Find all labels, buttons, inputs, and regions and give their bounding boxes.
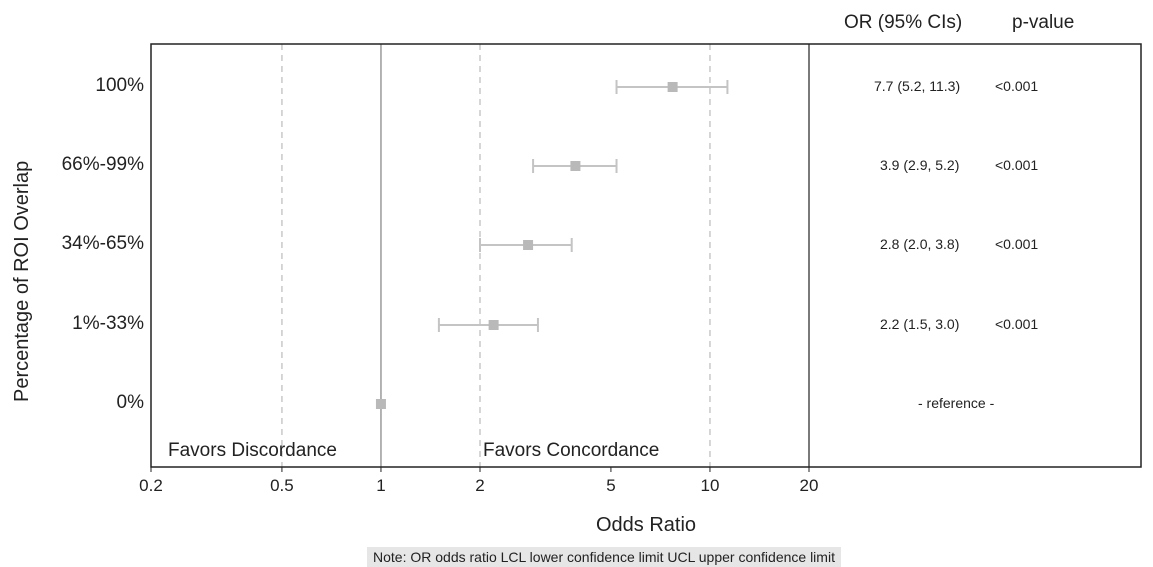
footnote: Note: OR odds ratio LCL lower confidence… bbox=[367, 547, 841, 567]
x-tick-label: 2 bbox=[475, 476, 485, 495]
plot-frame bbox=[150, 43, 1142, 468]
row-label: 66%-99% bbox=[61, 154, 144, 175]
p-value-cell: <0.001 bbox=[995, 316, 1039, 332]
row-label: 34%-65% bbox=[61, 233, 144, 254]
x-tick-label: 10 bbox=[700, 476, 720, 495]
x-tick-label: 0.2 bbox=[139, 476, 163, 495]
x-axis-label: Odds Ratio bbox=[596, 514, 697, 536]
y-axis-label: Percentage of ROI Overlap bbox=[11, 160, 33, 402]
p-value-header: p-value bbox=[1012, 12, 1075, 33]
p-value-cell: <0.001 bbox=[995, 236, 1039, 252]
gridlines bbox=[150, 44, 810, 472]
or-ci-cell: 2.8 (2.0, 3.8) bbox=[880, 236, 960, 252]
or-point-marker bbox=[667, 82, 678, 92]
x-tick-label: 5 bbox=[606, 476, 616, 495]
or-ci-cell: 7.7 (5.2, 11.3) bbox=[874, 78, 961, 94]
favors-concordance-label: Favors Concordance bbox=[483, 440, 660, 461]
plot-marks bbox=[375, 80, 729, 409]
or-point-marker bbox=[375, 399, 386, 409]
or-ci-cell: - reference - bbox=[918, 395, 995, 411]
or-ci-cell: 3.9 (2.9, 5.2) bbox=[880, 157, 960, 173]
favors-discordance-label: Favors Discordance bbox=[168, 440, 337, 461]
x-tick-label: 1 bbox=[376, 476, 386, 495]
row-label: 0% bbox=[116, 392, 144, 413]
row-label: 1%-33% bbox=[72, 313, 144, 334]
or-ci-cell: 2.2 (1.5, 3.0) bbox=[880, 316, 960, 332]
or-point-marker bbox=[570, 161, 581, 171]
or-point-marker bbox=[523, 240, 534, 250]
or-point-marker bbox=[488, 320, 499, 330]
p-value-cell: <0.001 bbox=[995, 157, 1039, 173]
p-value-cell: <0.001 bbox=[995, 78, 1039, 94]
row-label: 100% bbox=[95, 75, 144, 96]
x-tick-label: 0.5 bbox=[270, 476, 294, 495]
or-ci-header: OR (95% CIs) bbox=[844, 12, 963, 33]
x-tick-label: 20 bbox=[799, 476, 819, 495]
